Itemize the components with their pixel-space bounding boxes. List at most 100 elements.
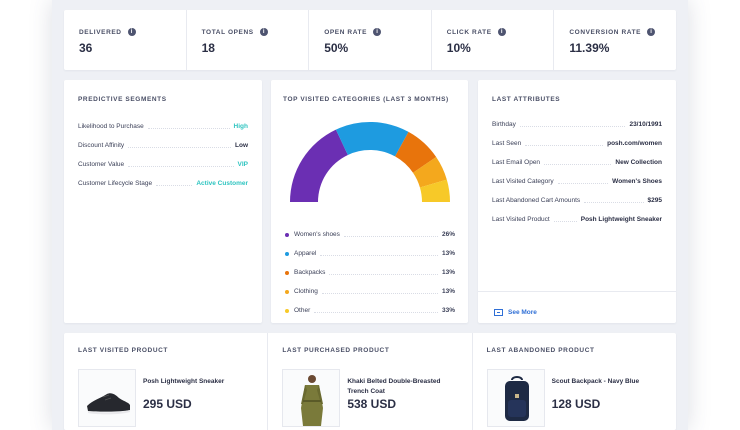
info-icon[interactable]: i xyxy=(373,28,382,36)
product-name[interactable]: Scout Backpack - Navy Blue xyxy=(551,378,640,385)
section-title: Last visited product xyxy=(78,347,169,354)
metric-open-rate: Open rate i 50% xyxy=(309,10,432,70)
section-title: Last purchased product xyxy=(282,347,390,354)
metric-value: 36 xyxy=(79,41,93,55)
donut-slice-other[interactable] xyxy=(419,179,450,202)
info-icon[interactable]: i xyxy=(127,28,136,36)
legend-row: Women's shoes 26% xyxy=(285,225,455,244)
legend-label: Backpacks xyxy=(294,269,326,276)
last-purchased-product: Last purchased product Khaki Belted Doub… xyxy=(268,333,473,430)
segment-value: Active Customer xyxy=(196,180,248,187)
product-price: 538 USD xyxy=(347,397,397,411)
segment-row: Discount Affinity Low xyxy=(78,136,248,155)
donut-slice-backpacks[interactable] xyxy=(395,131,437,173)
info-icon[interactable]: i xyxy=(497,28,506,36)
section-title: Last abandoned product xyxy=(486,347,595,354)
metric-label: Delivered xyxy=(79,28,122,36)
attribute-key: Last Visited Category xyxy=(492,178,554,185)
last-attributes-card: Last Attributes Birthday 23/10/1991 Last… xyxy=(478,80,676,323)
card-title: Last Attributes xyxy=(492,96,561,103)
legend-label: Clothing xyxy=(294,288,318,295)
attribute-key: Last Abandoned Cart Amounts xyxy=(492,197,581,204)
attribute-value: 23/10/1991 xyxy=(629,121,662,128)
list-icon xyxy=(494,309,503,316)
attribute-row: Birthday 23/10/1991 xyxy=(492,115,662,134)
top-categories-card: Top visited categories (last 3 months) W… xyxy=(271,80,468,323)
legend-bullet xyxy=(285,232,289,237)
attribute-row: Last Email Open New Collection xyxy=(492,153,662,172)
attribute-row: Last Seen posh.com/women xyxy=(492,134,662,153)
attribute-value: posh.com/women xyxy=(607,140,662,147)
info-icon[interactable]: i xyxy=(647,28,656,36)
categories-semi-donut-chart xyxy=(290,122,450,202)
segment-key: Customer Value xyxy=(78,161,125,168)
last-visited-product: Last visited product Posh Lightweight Sn… xyxy=(64,333,269,430)
legend-row: Backpacks 13% xyxy=(285,263,455,282)
legend-value: 13% xyxy=(441,250,455,257)
legend-label: Other xyxy=(294,307,311,314)
segment-value: VIP xyxy=(237,161,248,168)
attribute-key: Birthday xyxy=(492,121,516,128)
donut-slice-women-s-shoes[interactable] xyxy=(290,129,348,202)
legend-row: Clothing 13% xyxy=(285,282,455,301)
see-more-label: See More xyxy=(508,309,537,316)
attribute-value: Women's Shoes xyxy=(612,178,662,185)
attribute-value: New Collection xyxy=(615,159,662,166)
metric-total-opens: Total opens i 18 xyxy=(187,10,310,70)
last-abandoned-product: Last abandoned product Scout Backpack - … xyxy=(473,333,676,430)
product-name[interactable]: Posh Lightweight Sneaker xyxy=(143,378,225,385)
legend-value: 26% xyxy=(441,231,455,238)
attribute-value: $295 xyxy=(647,197,662,204)
segment-value: Low xyxy=(235,142,248,149)
product-price: 295 USD xyxy=(143,397,192,411)
attribute-value: Posh Lightweight Sneaker xyxy=(580,216,662,223)
segment-key: Customer Lifecycle Stage xyxy=(78,180,153,187)
legend-bullet xyxy=(285,308,289,313)
trench-coat-image[interactable] xyxy=(282,369,341,427)
donut-slice-apparel[interactable] xyxy=(335,122,409,157)
legend-bullet xyxy=(285,289,289,294)
metric-label: Click rate xyxy=(446,28,492,36)
metrics-bar: Delivered i 36 Total opens i 18 Open rate i… xyxy=(64,10,676,70)
metric-value: 50% xyxy=(324,41,349,55)
metric-label: Total opens xyxy=(201,28,254,36)
metric-label: Conversion rate xyxy=(569,28,642,36)
metric-label: Open rate xyxy=(324,28,368,36)
metric-value: 10% xyxy=(446,41,471,55)
segment-row: Customer Lifecycle Stage Active Customer xyxy=(78,174,248,193)
metric-click-rate: Click rate i 10% xyxy=(432,10,555,70)
attribute-row: Last Visited Category Women's Shoes xyxy=(492,172,662,191)
legend-value: 13% xyxy=(441,269,455,276)
metric-value: 11.39% xyxy=(569,41,610,55)
metric-conversion-rate: Conversion rate i 11.39% xyxy=(554,10,676,70)
segment-value: High xyxy=(233,123,248,130)
segment-row: Likelihood to Purchase High xyxy=(78,117,248,136)
segment-key: Discount Affinity xyxy=(78,142,125,149)
info-icon[interactable]: i xyxy=(259,28,268,36)
legend-bullet xyxy=(285,270,289,275)
predictive-segments-card: Predictive Segments Likelihood to Purcha… xyxy=(64,80,262,323)
legend-bullet xyxy=(285,251,289,256)
metric-value: 18 xyxy=(201,41,215,55)
attribute-key: Last Visited Product xyxy=(492,216,550,223)
legend-label: Women's shoes xyxy=(294,231,340,238)
sneaker-image[interactable] xyxy=(78,369,136,427)
segment-row: Customer Value VIP xyxy=(78,155,248,174)
products-card: Last visited product Posh Lightweight Sn… xyxy=(64,333,676,430)
legend-label: Apparel xyxy=(294,250,317,257)
product-price: 128 USD xyxy=(551,397,601,411)
legend-value: 13% xyxy=(441,288,455,295)
product-name[interactable]: Khaki Belted Double-Breasted Trench Coat xyxy=(347,378,441,395)
legend-value: 33% xyxy=(441,307,455,314)
attribute-row: Last Visited Product Posh Lightweight Sn… xyxy=(492,210,662,229)
legend-row: Other 33% xyxy=(285,301,455,320)
legend-row: Apparel 13% xyxy=(285,244,455,263)
categories-legend: Women's shoes 26% Apparel 13% Backpacks … xyxy=(285,225,455,320)
card-title: Top visited categories (last 3 months) xyxy=(283,96,449,103)
see-more-link[interactable]: See More xyxy=(478,291,676,323)
card-title: Predictive Segments xyxy=(78,96,167,103)
backpack-image[interactable] xyxy=(486,369,545,427)
donut-slice-clothing[interactable] xyxy=(413,157,447,188)
segment-key: Likelihood to Purchase xyxy=(78,123,144,130)
attribute-row: Last Abandoned Cart Amounts $295 xyxy=(492,191,662,210)
